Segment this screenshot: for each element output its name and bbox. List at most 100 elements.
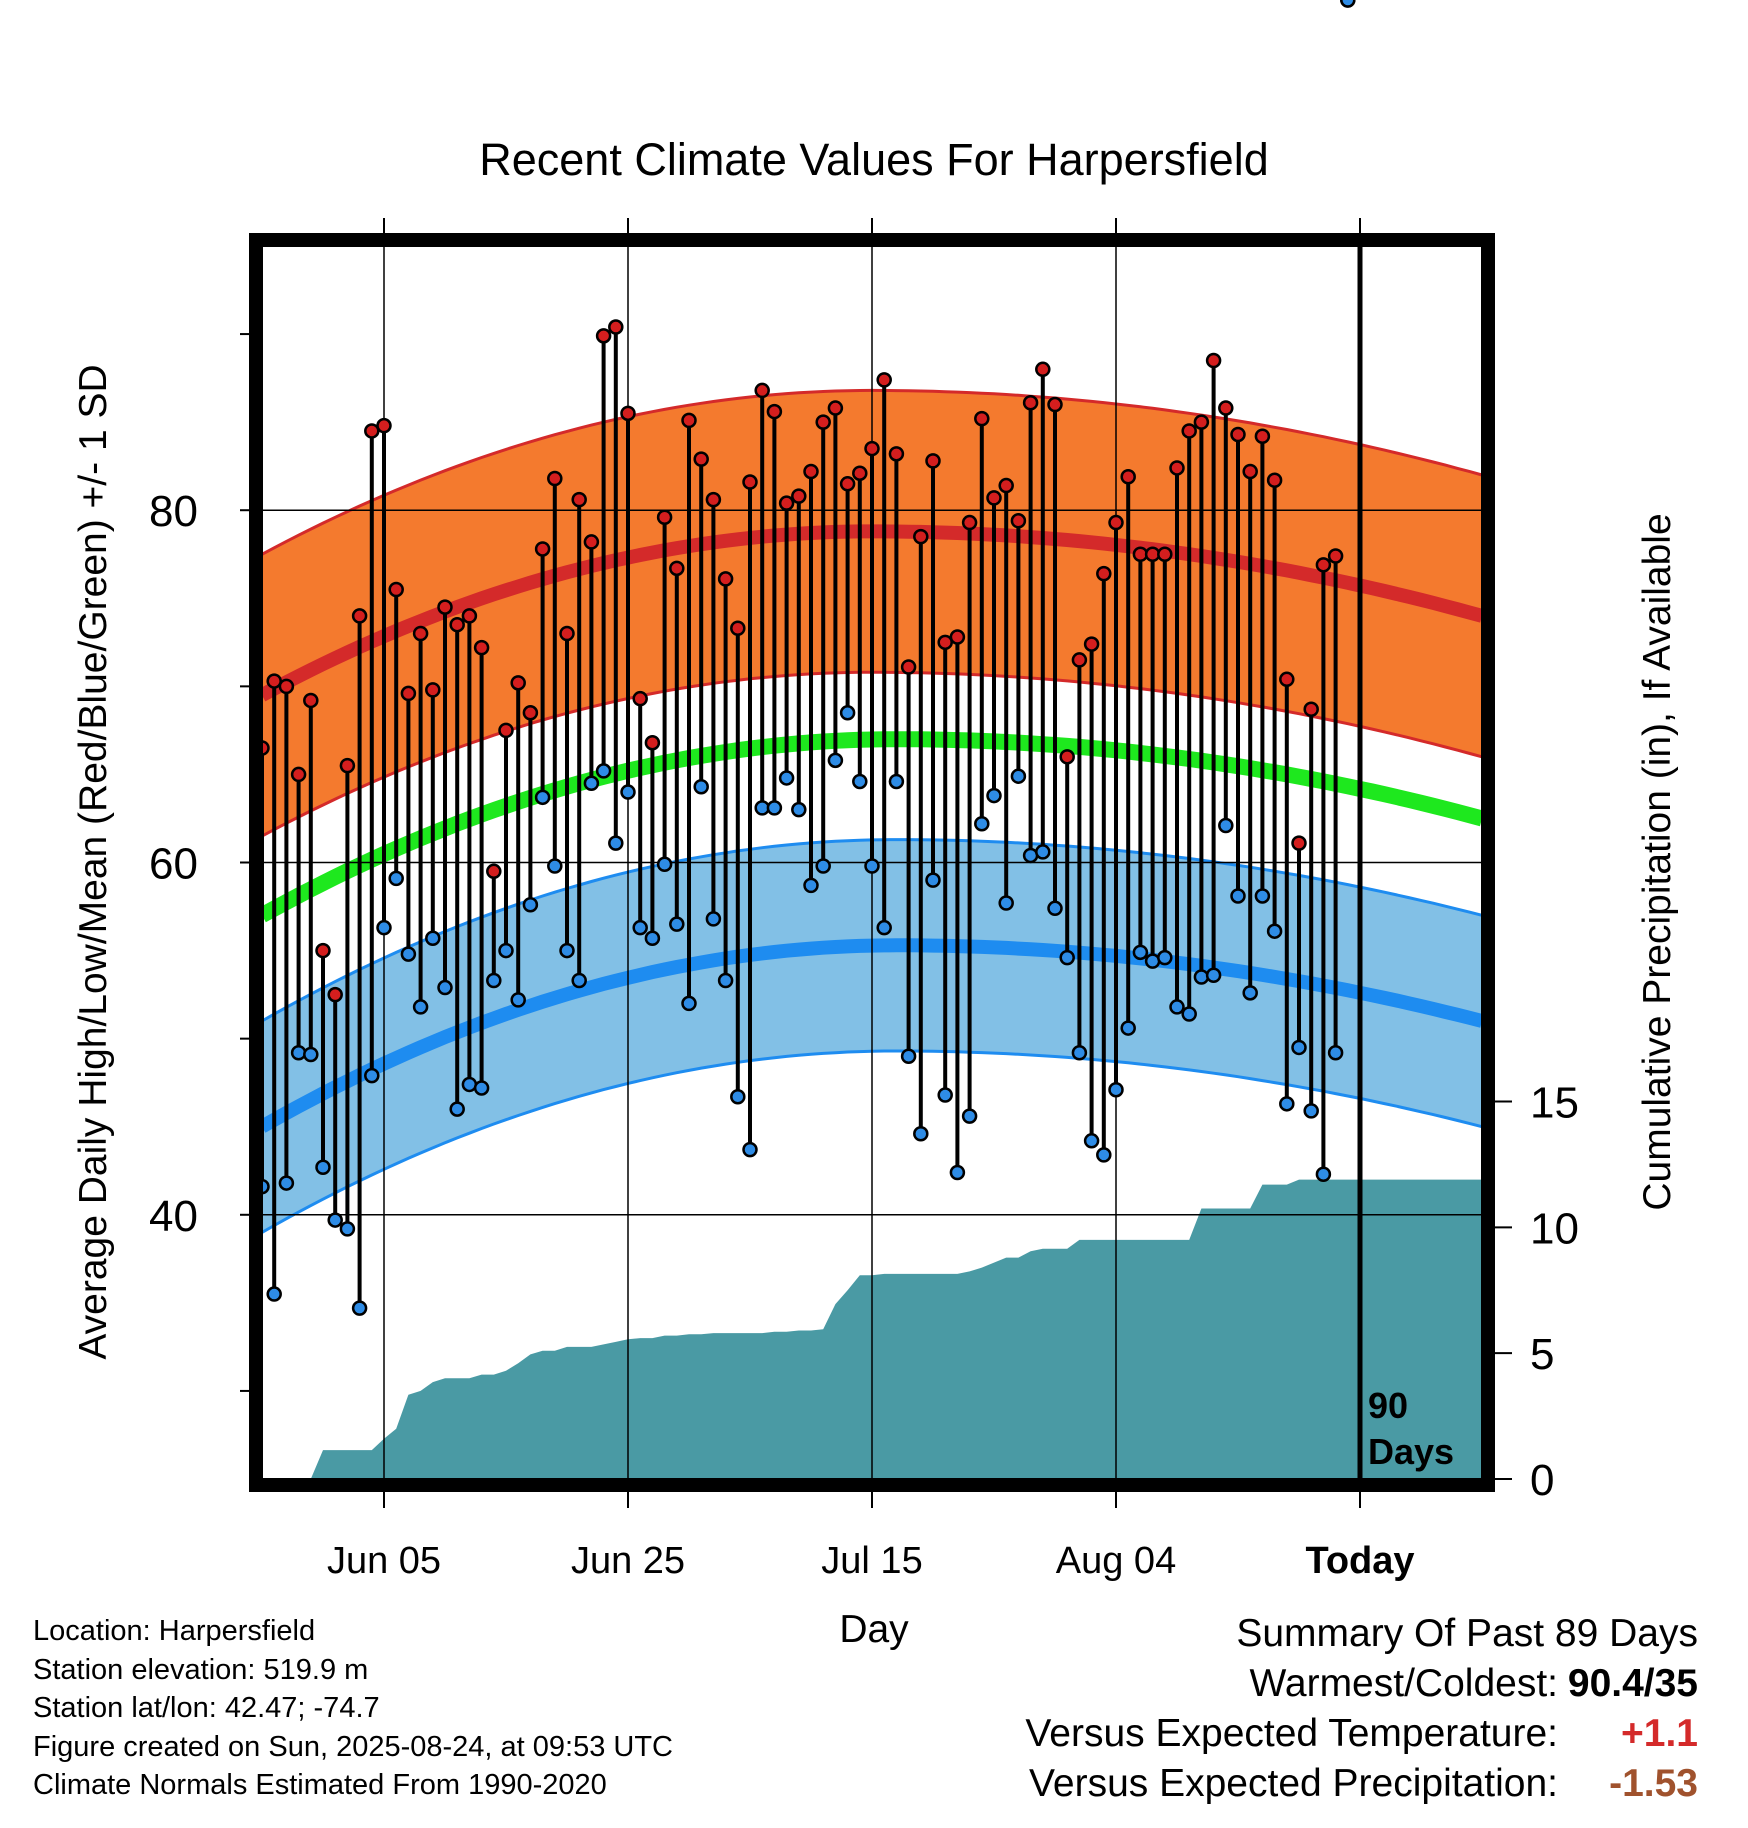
daily-low-point — [522, 897, 539, 913]
daily-low-point — [913, 1126, 929, 1142]
daily-low-point — [669, 916, 685, 932]
daily-low-point — [290, 1044, 307, 1061]
daily-low-point — [766, 800, 783, 816]
station-info: Location: Harpersfield Station elevation… — [33, 1612, 673, 1805]
daily-high-point — [888, 446, 905, 462]
x-tick-label: Today — [1305, 1540, 1414, 1582]
daily-low-point — [1205, 967, 1222, 983]
daily-high-point — [827, 400, 844, 416]
daily-low-point — [864, 858, 880, 874]
daily-high-point — [1108, 514, 1124, 531]
daily-low-point — [681, 995, 697, 1012]
daily-high-point — [766, 403, 783, 420]
daily-low-point — [1035, 844, 1051, 860]
daily-high-point — [315, 942, 331, 959]
daily-high-point — [290, 766, 307, 783]
daily-low-point — [1047, 900, 1063, 917]
daily-high-point — [1181, 423, 1197, 439]
daily-low-point — [351, 1300, 368, 1316]
daily-low-point — [1340, 0, 1356, 8]
daily-low-point — [1242, 985, 1258, 1001]
daily-high-point — [1230, 426, 1246, 443]
daily-low-point — [449, 1101, 465, 1117]
daily-low-point — [620, 784, 636, 800]
daily-low-point — [412, 999, 429, 1015]
daily-high-point — [1022, 395, 1039, 411]
daily-low-point — [498, 942, 514, 959]
daily-high-point — [425, 682, 441, 698]
daily-low-point — [974, 815, 990, 832]
daily-high-point — [900, 659, 917, 675]
warmest-value: 90.4/35 — [1567, 1662, 1698, 1705]
daily-low-point — [266, 1286, 282, 1302]
daily-high-point — [351, 608, 368, 624]
daily-low-point — [961, 1108, 978, 1124]
daily-high-point — [986, 490, 1002, 506]
today-marker-label: 90 — [1368, 1385, 1408, 1426]
daily-high-point — [1010, 513, 1027, 529]
daily-high-point — [486, 863, 502, 880]
y-axis-label: Average Daily High/Low/Mean (Red/Blue/Gr… — [72, 364, 115, 1359]
daily-high-point — [1059, 749, 1075, 765]
daily-high-point — [1169, 460, 1185, 476]
daily-low-point — [852, 773, 868, 790]
daily-high-point — [913, 528, 929, 545]
daily-high-point — [437, 599, 453, 615]
daily-low-point — [1071, 1044, 1088, 1061]
daily-low-point — [888, 773, 905, 790]
daily-low-point — [742, 1141, 758, 1158]
daily-high-point — [473, 639, 490, 656]
daily-high-point — [608, 319, 624, 335]
daily-high-point — [1096, 565, 1112, 582]
daily-high-point — [1120, 468, 1136, 485]
daily-high-point — [632, 690, 648, 707]
daily-low-point — [839, 705, 856, 721]
x-tick-label: Jun 25 — [571, 1540, 685, 1582]
daily-high-point — [717, 571, 734, 587]
daily-high-point — [1157, 546, 1173, 562]
daily-low-point — [900, 1048, 917, 1065]
normals-text: Climate Normals Estimated From 1990-2020 — [33, 1769, 607, 1801]
daily-high-point — [925, 453, 941, 469]
daily-low-point — [705, 911, 722, 927]
daily-low-point — [1327, 1044, 1344, 1061]
daily-low-point — [1132, 944, 1149, 961]
daily-high-point — [339, 757, 356, 774]
daily-high-point — [376, 417, 392, 434]
x-tick-label: Jul 15 — [821, 1540, 922, 1582]
warmest-label: Warmest/Coldest: — [1249, 1662, 1558, 1705]
daily-low-point — [339, 1221, 356, 1237]
daily-high-point — [449, 616, 465, 633]
daily-high-point — [1047, 396, 1063, 413]
today-marker-label: Days — [1368, 1431, 1454, 1472]
daily-high-point — [1291, 835, 1307, 851]
daily-low-point — [1218, 817, 1234, 834]
daily-low-point — [876, 919, 892, 936]
daily-low-point — [303, 1046, 319, 1063]
daily-high-point — [681, 412, 697, 429]
daily-low-point — [1254, 888, 1271, 904]
daily-high-point — [1279, 671, 1295, 688]
daily-low-point — [803, 877, 819, 894]
daily-high-point — [876, 372, 892, 388]
daily-high-point — [534, 541, 551, 557]
daily-low-point — [1303, 1103, 1319, 1119]
daily-high-point — [1205, 352, 1222, 369]
location-text: Location: Harpersfield — [33, 1615, 316, 1647]
daily-high-point — [1193, 414, 1210, 430]
daily-low-point — [1010, 768, 1027, 784]
elevation-text: Station elevation: 519.9 m — [33, 1653, 369, 1686]
daily-high-point — [1303, 701, 1319, 718]
daily-low-point — [693, 779, 709, 795]
daily-low-point — [925, 872, 941, 888]
daily-low-point — [1181, 1006, 1197, 1022]
daily-high-point — [1083, 636, 1100, 652]
daily-low-point — [486, 972, 502, 989]
daily-high-point — [730, 620, 746, 636]
daily-high-point — [803, 463, 819, 480]
daily-low-point — [986, 787, 1002, 804]
daily-high-point — [522, 705, 539, 721]
daily-low-point — [315, 1159, 331, 1175]
daily-low-point — [278, 1175, 295, 1191]
daily-low-point — [364, 1067, 380, 1084]
